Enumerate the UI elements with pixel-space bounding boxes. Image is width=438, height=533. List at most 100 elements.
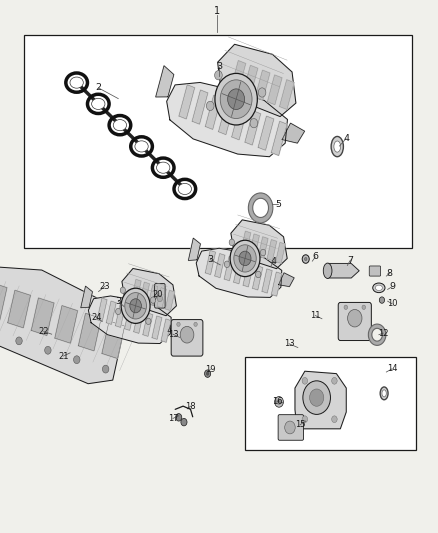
Circle shape	[16, 337, 22, 345]
Circle shape	[102, 365, 109, 373]
Text: 16: 16	[272, 397, 283, 406]
Circle shape	[120, 287, 125, 293]
Circle shape	[239, 251, 251, 265]
Circle shape	[229, 239, 234, 246]
Polygon shape	[253, 266, 263, 290]
Text: 2: 2	[95, 84, 102, 92]
Text: 9: 9	[389, 282, 395, 291]
Circle shape	[206, 372, 209, 375]
Text: 6: 6	[312, 253, 318, 261]
Circle shape	[310, 389, 324, 406]
FancyBboxPatch shape	[171, 320, 203, 356]
Circle shape	[151, 297, 155, 303]
FancyBboxPatch shape	[369, 266, 381, 276]
Polygon shape	[78, 313, 101, 351]
Text: 17: 17	[168, 414, 178, 423]
Polygon shape	[262, 269, 272, 293]
Polygon shape	[116, 304, 125, 327]
Polygon shape	[124, 307, 134, 330]
Polygon shape	[224, 257, 234, 281]
Polygon shape	[32, 298, 54, 335]
Text: 3: 3	[115, 297, 121, 305]
Text: 13: 13	[168, 330, 178, 338]
Text: 10: 10	[387, 300, 397, 308]
Polygon shape	[279, 80, 294, 109]
Circle shape	[228, 89, 244, 109]
Circle shape	[224, 261, 230, 268]
Polygon shape	[243, 263, 253, 287]
Circle shape	[215, 70, 222, 80]
Circle shape	[220, 80, 252, 118]
Polygon shape	[267, 240, 277, 261]
Polygon shape	[233, 260, 244, 284]
Polygon shape	[179, 85, 194, 119]
Circle shape	[344, 305, 348, 310]
Circle shape	[285, 421, 295, 434]
Polygon shape	[102, 321, 125, 359]
Text: 24: 24	[91, 313, 102, 321]
Ellipse shape	[113, 119, 127, 131]
Polygon shape	[271, 122, 287, 156]
Text: 3: 3	[207, 255, 213, 264]
Text: 23: 23	[100, 282, 110, 290]
Polygon shape	[279, 273, 294, 287]
Text: 4: 4	[271, 257, 277, 265]
Circle shape	[302, 416, 307, 423]
Circle shape	[332, 416, 337, 423]
Text: 19: 19	[205, 365, 215, 374]
Text: 3: 3	[216, 62, 222, 71]
Text: 11: 11	[310, 311, 321, 320]
Polygon shape	[250, 234, 259, 255]
Polygon shape	[268, 75, 282, 104]
Ellipse shape	[178, 183, 191, 195]
Circle shape	[146, 318, 151, 325]
Polygon shape	[205, 251, 215, 274]
Polygon shape	[219, 100, 234, 134]
Circle shape	[304, 257, 307, 261]
Ellipse shape	[331, 136, 343, 157]
Polygon shape	[132, 279, 141, 300]
Circle shape	[206, 101, 214, 110]
Polygon shape	[196, 248, 282, 297]
Wedge shape	[368, 324, 386, 345]
Circle shape	[234, 245, 256, 272]
Ellipse shape	[375, 285, 382, 290]
Circle shape	[116, 308, 121, 314]
Ellipse shape	[323, 263, 332, 278]
Circle shape	[332, 377, 337, 384]
Bar	[24, 35, 412, 248]
Circle shape	[177, 322, 180, 326]
Circle shape	[379, 297, 385, 303]
Circle shape	[176, 414, 182, 421]
Polygon shape	[258, 116, 274, 150]
Polygon shape	[241, 231, 251, 252]
Polygon shape	[152, 316, 162, 340]
Polygon shape	[232, 106, 247, 140]
Polygon shape	[157, 288, 166, 308]
Polygon shape	[218, 44, 296, 117]
Text: 4: 4	[343, 134, 349, 143]
Circle shape	[302, 255, 309, 263]
FancyBboxPatch shape	[338, 302, 371, 341]
Polygon shape	[276, 243, 285, 263]
Polygon shape	[282, 123, 304, 143]
Circle shape	[275, 397, 283, 407]
Polygon shape	[8, 290, 31, 328]
Polygon shape	[295, 371, 346, 429]
Circle shape	[258, 88, 266, 97]
Polygon shape	[134, 310, 144, 333]
Text: 22: 22	[39, 327, 49, 336]
Text: 14: 14	[387, 365, 397, 373]
Circle shape	[45, 346, 51, 354]
Polygon shape	[258, 237, 268, 257]
Polygon shape	[97, 298, 107, 321]
Polygon shape	[0, 266, 125, 384]
Text: 7: 7	[347, 256, 353, 264]
Polygon shape	[148, 285, 158, 305]
Polygon shape	[231, 220, 287, 269]
Text: 21: 21	[58, 352, 69, 360]
Circle shape	[180, 326, 194, 343]
Wedge shape	[248, 193, 273, 223]
Circle shape	[362, 305, 366, 310]
Polygon shape	[328, 264, 359, 278]
